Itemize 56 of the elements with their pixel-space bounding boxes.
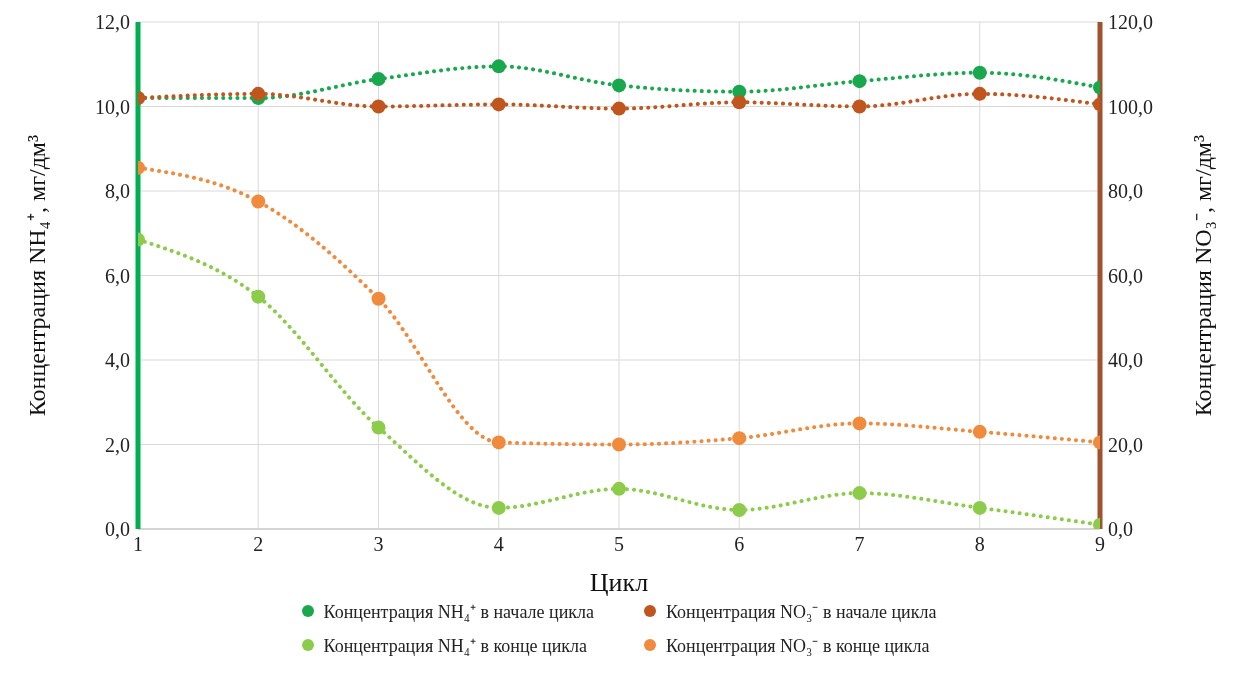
x-tick-label: 6 bbox=[734, 533, 745, 556]
point bbox=[251, 289, 266, 304]
y-tick-label: 6,0 bbox=[105, 264, 130, 287]
point bbox=[972, 86, 987, 101]
point bbox=[491, 500, 506, 515]
y2-tick-label: 60,0 bbox=[1108, 264, 1143, 287]
point bbox=[852, 74, 867, 89]
point bbox=[491, 435, 506, 450]
point bbox=[251, 194, 266, 209]
point bbox=[852, 416, 867, 431]
point bbox=[491, 59, 506, 74]
y-tick-label: 12,0 bbox=[95, 11, 130, 34]
y2-tick-label: 20,0 bbox=[1108, 433, 1143, 456]
x-tick-label: 8 bbox=[974, 533, 985, 556]
point bbox=[852, 99, 867, 114]
point bbox=[972, 500, 987, 515]
y-tick-label: 2,0 bbox=[105, 433, 130, 456]
y-tick-label: 10,0 bbox=[95, 95, 130, 118]
y2-tick-label: 0,0 bbox=[1108, 518, 1133, 541]
y-tick-label: 8,0 bbox=[105, 180, 130, 203]
point bbox=[612, 78, 626, 93]
point bbox=[612, 437, 626, 452]
x-tick-label: 7 bbox=[854, 533, 865, 556]
point bbox=[972, 65, 987, 80]
legend-label: Концентрация NO₃⁻ в конце цикла bbox=[666, 635, 930, 657]
y2-tick-label: 100,0 bbox=[1108, 95, 1153, 118]
x-tick-label: 4 bbox=[493, 533, 504, 556]
point bbox=[491, 97, 506, 112]
y2-tick-label: 40,0 bbox=[1108, 349, 1143, 372]
point bbox=[972, 424, 987, 439]
y-axis-title: Концентрация NH₄⁺, мг/дм³ bbox=[23, 134, 50, 417]
y2-axis-title: Концентрация NO₃⁻, мг/дм³ bbox=[1189, 134, 1216, 417]
point bbox=[612, 101, 626, 116]
y-tick-label: 0,0 bbox=[105, 518, 130, 541]
point bbox=[371, 99, 386, 114]
y2-tick-label: 80,0 bbox=[1108, 180, 1143, 203]
point bbox=[612, 481, 626, 496]
point bbox=[732, 95, 747, 110]
legend-label: Концентрация NH₄⁺ в начале цикла bbox=[323, 601, 594, 623]
x-tick-label: 3 bbox=[373, 533, 384, 556]
point bbox=[852, 486, 867, 501]
legend-label: Концентрация NH₄⁺ в конце цикла bbox=[323, 635, 588, 657]
point bbox=[371, 72, 386, 87]
x-tick-label: 5 bbox=[614, 533, 624, 556]
y2-tick-label: 120,0 bbox=[1108, 11, 1153, 34]
x-tick-label: 1 bbox=[133, 533, 143, 556]
point bbox=[732, 431, 747, 446]
point bbox=[371, 291, 386, 306]
x-tick-label: 2 bbox=[253, 533, 264, 556]
point bbox=[371, 420, 386, 435]
y-tick-label: 4,0 bbox=[105, 349, 130, 372]
point bbox=[732, 502, 747, 517]
point bbox=[251, 86, 266, 101]
legend-label: Концентрация NO₃⁻ в начале цикла bbox=[666, 601, 937, 623]
x-axis-title: Цикл bbox=[589, 568, 649, 597]
x-tick-label: 9 bbox=[1095, 533, 1105, 556]
